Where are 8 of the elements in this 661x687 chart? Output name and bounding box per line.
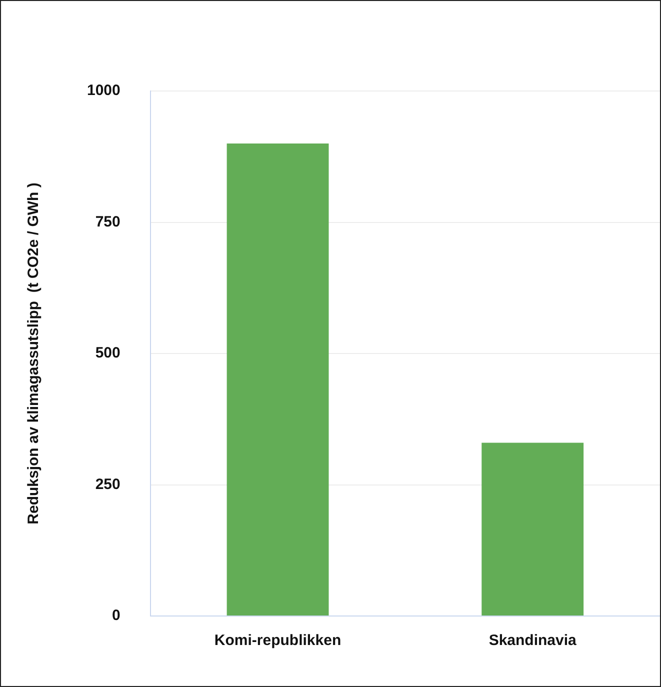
y-tick-label: 0 [112,607,120,624]
y-tick-label: 750 [95,213,120,230]
y-tick-label: 250 [95,476,120,493]
x-tick-label: Skandinavia [488,632,578,650]
x-tick-label: Komi-republikken [214,632,342,650]
y-tick-label: 500 [95,344,120,362]
y-axis-title: Reduksjon av klimagassutslipp (t CO2e / GWh ) [25,182,42,524]
y-tick-label: 1000 [86,82,120,100]
